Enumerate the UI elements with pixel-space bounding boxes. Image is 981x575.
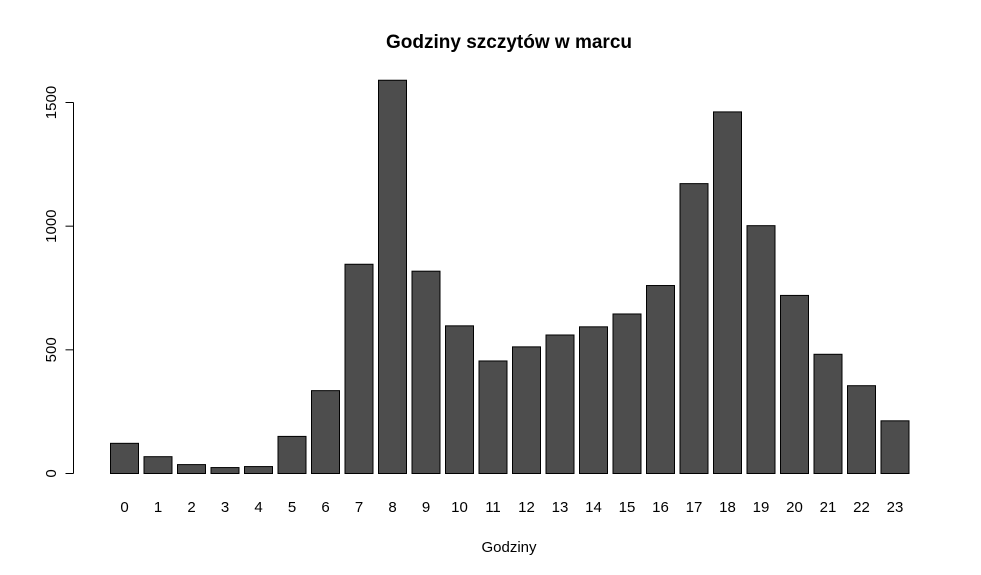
bar-hour-1 (143, 456, 173, 475)
bar-hour-3 (210, 467, 240, 474)
x-tick-label: 15 (619, 499, 636, 516)
x-tick-label: 20 (786, 499, 803, 516)
y-tick-label: 500 (43, 337, 60, 362)
x-tick-label: 2 (187, 499, 195, 516)
bar-hour-9 (411, 270, 441, 474)
x-tick-label: 7 (355, 499, 363, 516)
x-tick-label: 6 (321, 499, 329, 516)
bar-hour-4 (244, 466, 273, 475)
x-tick-label: 19 (753, 499, 770, 516)
x-tick-label: 14 (585, 499, 602, 516)
x-tick-labels: 0 1 2 3 4 5 6 7 8 9 10 11 12 13 14 15 16 17 18 19 20 21 22 23 (120, 499, 903, 516)
bar-hour-10 (445, 325, 474, 475)
x-tick-label: 18 (719, 499, 736, 516)
bar-hour-15 (612, 313, 642, 474)
y-tick-label: 1500 (43, 86, 60, 119)
bar-hour-19 (746, 225, 776, 474)
x-tick-label: 5 (288, 499, 296, 516)
x-tick-label: 12 (518, 499, 535, 516)
bars-group (110, 79, 910, 475)
bar-hour-13 (545, 334, 575, 475)
x-tick-label: 11 (485, 499, 501, 516)
bar-hour-17 (679, 183, 709, 474)
bar-hour-18 (713, 111, 742, 474)
y-tick-label: 1000 (43, 209, 60, 242)
x-tick-label: 3 (221, 499, 229, 516)
x-tick-label: 13 (552, 499, 569, 516)
bar-hour-16 (646, 285, 675, 474)
x-tick-label: 1 (154, 499, 162, 516)
bar-hour-12 (512, 346, 541, 474)
x-tick-label: 8 (388, 499, 396, 516)
x-tick-label: 10 (451, 499, 468, 516)
x-axis-label: Godziny (481, 539, 537, 556)
bar-hour-2 (177, 464, 206, 475)
bar-hour-8 (378, 79, 407, 475)
bar-hour-22 (847, 385, 876, 474)
x-tick-label: 21 (820, 499, 837, 516)
x-tick-label: 16 (652, 499, 669, 516)
bar-hour-23 (880, 420, 910, 474)
bar-hour-21 (813, 353, 843, 475)
bar-hour-7 (344, 263, 374, 475)
bar-hour-14 (579, 326, 608, 474)
y-tick-label: 0 (43, 469, 60, 477)
chart-title: Godziny szczytów w marcu (386, 32, 632, 53)
x-tick-label: 4 (254, 499, 262, 516)
x-tick-label: 17 (686, 499, 703, 516)
x-tick-label: 23 (887, 499, 904, 516)
y-axis: 0 500 1000 1500 (43, 86, 74, 478)
x-tick-label: 9 (422, 499, 430, 516)
bar-hour-20 (780, 294, 809, 475)
bar-hour-11 (478, 360, 508, 475)
bar-hour-0 (110, 442, 139, 475)
bar-hour-6 (311, 390, 340, 475)
x-tick-label: 22 (853, 499, 870, 516)
bar-hour-5 (277, 435, 307, 474)
x-tick-label: 0 (120, 499, 128, 516)
